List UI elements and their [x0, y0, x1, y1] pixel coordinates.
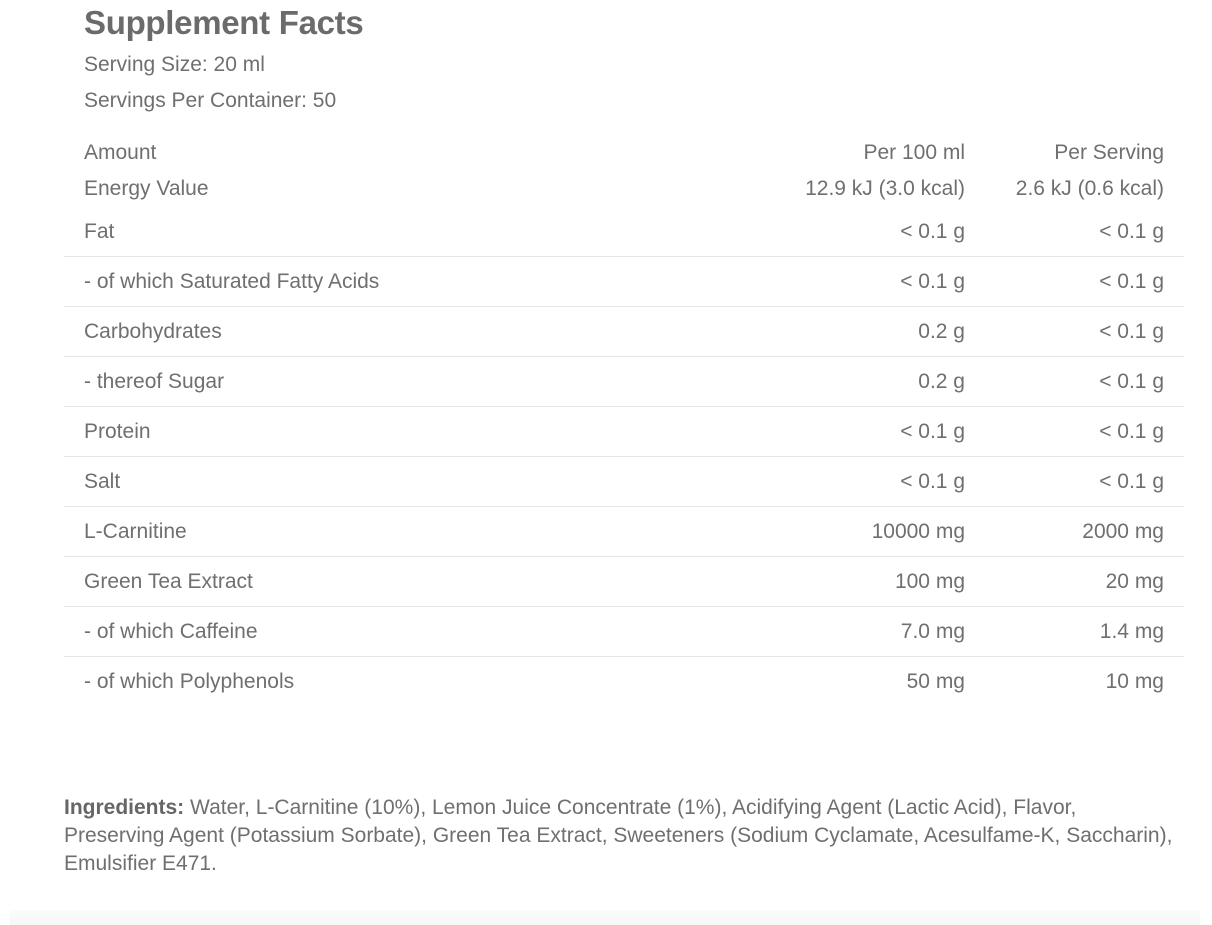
- nutrient-name: Fat: [84, 219, 115, 243]
- table-row: L-Carnitine 10000 mg 2000 mg: [64, 507, 1184, 557]
- ingredients-text: Water, L-Carnitine (10%), Lemon Juice Co…: [64, 796, 1173, 875]
- table-row: Protein < 0.1 g < 0.1 g: [64, 407, 1184, 457]
- value-per-100ml: < 0.1 g: [900, 419, 965, 443]
- value-per-serving: < 0.1 g: [1099, 319, 1164, 343]
- value-per-serving: 20 mg: [1105, 569, 1164, 593]
- footer-divider: [10, 910, 1200, 925]
- header-per-100ml: Per 100 ml: [863, 141, 965, 164]
- value-per-100ml: 100 mg: [894, 569, 965, 593]
- value-per-100ml: < 0.1 g: [900, 269, 965, 293]
- value-per-serving: < 0.1 g: [1099, 419, 1164, 443]
- nutrition-table: Amount Per 100 ml Per Serving Energy Val…: [64, 135, 1184, 706]
- header-per-serving: Per Serving: [1054, 141, 1164, 164]
- value-per-100ml: 10000 mg: [871, 519, 965, 543]
- table-row: Salt < 0.1 g < 0.1 g: [64, 457, 1184, 507]
- page-title: Supplement Facts: [84, 4, 364, 41]
- table-row: - of which Polyphenols 50 mg 10 mg: [64, 657, 1184, 706]
- value-per-100ml: < 0.1 g: [900, 469, 965, 493]
- value-per-serving: < 0.1 g: [1099, 469, 1164, 493]
- value-per-100ml: 0.2 g: [918, 319, 965, 343]
- value-per-100ml: 7.0 mg: [900, 619, 965, 643]
- energy-label: Energy Value: [84, 177, 209, 200]
- table-row: Green Tea Extract 100 mg 20 mg: [64, 557, 1184, 607]
- nutrient-name: - of which Caffeine: [84, 619, 258, 643]
- table-row: Fat < 0.1 g < 0.1 g: [64, 207, 1184, 257]
- table-row: Carbohydrates 0.2 g < 0.1 g: [64, 307, 1184, 357]
- header-amount: Amount: [84, 141, 157, 164]
- table-row: - of which Saturated Fatty Acids < 0.1 g…: [64, 257, 1184, 307]
- ingredients-paragraph: Ingredients: Water, L-Carnitine (10%), L…: [64, 794, 1174, 878]
- serving-size: Serving Size: 20 ml: [84, 53, 265, 76]
- table-header-row: Amount Per 100 ml Per Serving: [64, 135, 1184, 171]
- value-per-100ml: < 0.1 g: [900, 219, 965, 243]
- nutrient-name: Carbohydrates: [84, 319, 222, 343]
- nutrient-name: Protein: [84, 419, 151, 443]
- nutrient-name: - of which Polyphenols: [84, 669, 295, 693]
- servings-per-container: Servings Per Container: 50: [84, 89, 337, 112]
- nutrient-name: Salt: [84, 469, 121, 493]
- value-per-serving: < 0.1 g: [1099, 219, 1164, 243]
- ingredients-label: Ingredients:: [64, 796, 185, 819]
- energy-per-serving: 2.6 kJ (0.6 kcal): [1015, 177, 1164, 200]
- value-per-serving: < 0.1 g: [1099, 269, 1164, 293]
- table-row: - of which Caffeine 7.0 mg 1.4 mg: [64, 607, 1184, 657]
- nutrient-name: - thereof Sugar: [84, 369, 225, 393]
- table-row: - thereof Sugar 0.2 g < 0.1 g: [64, 357, 1184, 407]
- value-per-serving: 2000 mg: [1082, 519, 1164, 543]
- nutrient-name: Green Tea Extract: [84, 569, 253, 593]
- value-per-serving: < 0.1 g: [1099, 369, 1164, 393]
- value-per-serving: 10 mg: [1105, 669, 1164, 693]
- energy-per-100ml: 12.9 kJ (3.0 kcal): [805, 177, 965, 200]
- value-per-100ml: 50 mg: [906, 669, 965, 693]
- value-per-100ml: 0.2 g: [918, 369, 965, 393]
- nutrient-name: L-Carnitine: [84, 519, 187, 543]
- nutrient-name: - of which Saturated Fatty Acids: [84, 269, 380, 293]
- value-per-serving: 1.4 mg: [1099, 619, 1164, 643]
- energy-row: Energy Value 12.9 kJ (3.0 kcal) 2.6 kJ (…: [64, 171, 1184, 207]
